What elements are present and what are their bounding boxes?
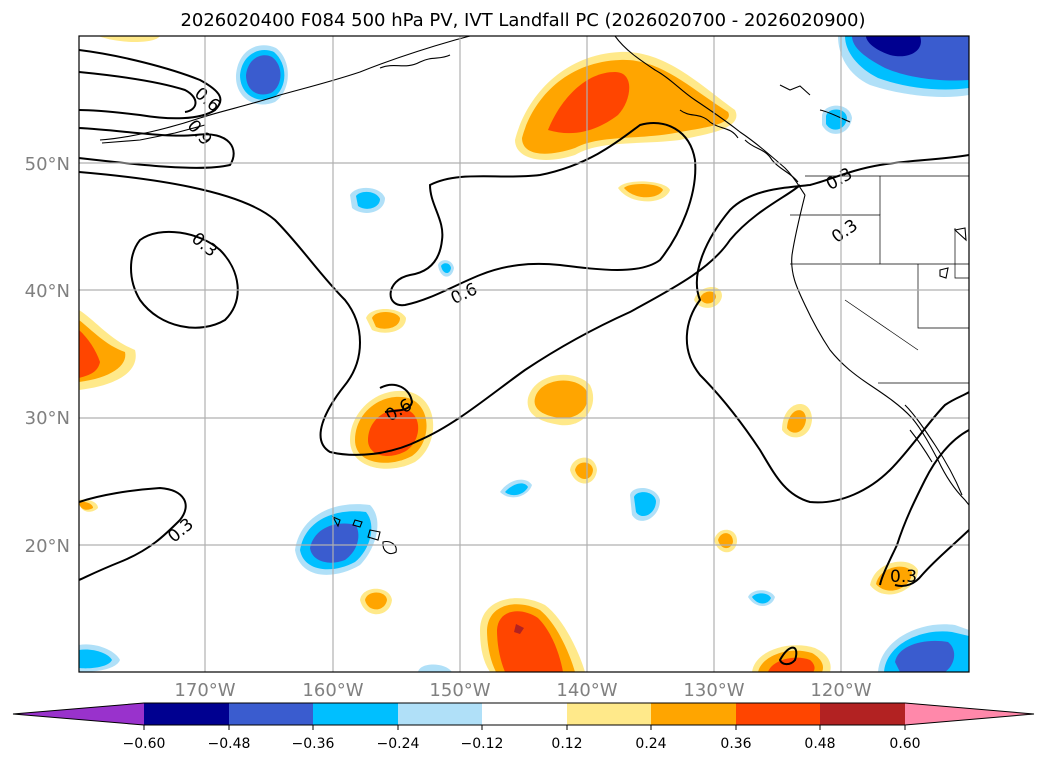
- contour-line: [79, 127, 235, 169]
- contour-line: [130, 230, 239, 329]
- colorbar-tick-label: 0.60: [889, 736, 920, 752]
- negative-anomaly-hawaii: [310, 523, 359, 563]
- negative-anomaly: [634, 492, 656, 517]
- map-panel: 0.6 0.9 0.3 0.6 0.6 0.3 0.3 0.3 0.3: [78, 35, 970, 673]
- lat-label-50n: 50°N: [25, 154, 70, 175]
- colorbar-tick-label: 0.24: [635, 736, 666, 752]
- positive-anomaly: [718, 533, 733, 549]
- positive-anomaly: [79, 501, 93, 510]
- colorbar-bin: [313, 703, 398, 725]
- negative-anomaly: [418, 664, 452, 672]
- colorbar-tick-label: 0.48: [804, 736, 835, 752]
- contour-line: [685, 154, 969, 504]
- colorbar-over-triangle: [905, 703, 1034, 725]
- positive-anomaly-gulf-alaska: [548, 72, 630, 134]
- colorbar-tick-label: −0.48: [208, 736, 251, 752]
- lon-label-120w: 120°W: [810, 680, 871, 701]
- graticule: [79, 36, 969, 672]
- colorbar-ticks: [143, 725, 906, 730]
- negative-anomaly: [441, 263, 451, 274]
- pv-contours: [79, 49, 969, 666]
- colorbar-bin: [820, 703, 905, 725]
- contour-line: [379, 383, 414, 413]
- colorbar-bin: [144, 703, 229, 725]
- colorbar: −0.60 −0.48 −0.36 −0.24 −0.12 0.12 0.24 …: [12, 702, 1035, 752]
- contour-line: [894, 529, 969, 587]
- colorbar-under-triangle: [13, 703, 144, 725]
- negative-anomaly: [826, 109, 847, 130]
- lon-label-170w: 170°W: [174, 680, 235, 701]
- lat-label-40n: 40°N: [25, 281, 70, 302]
- contour-line: [778, 646, 798, 666]
- lon-label-160w: 160°W: [302, 680, 363, 701]
- colorbar-tick-label: −0.24: [377, 736, 420, 752]
- latitude-labels: 50°N 40°N 30°N 20°N: [25, 154, 70, 557]
- negative-anomaly-southeast: [895, 640, 955, 672]
- positive-anomaly-tropical: [497, 611, 563, 672]
- figure-title: 2026020400 F084 500 hPa PV, IVT Landfall…: [180, 10, 865, 31]
- positive-anomaly: [372, 312, 400, 329]
- positive-anomaly: [365, 592, 387, 610]
- colorbar-bin: [651, 703, 736, 725]
- contour-line: [79, 171, 421, 456]
- contour-line: [419, 184, 801, 441]
- map-frame: [78, 35, 970, 673]
- positive-anomaly: [534, 380, 588, 419]
- colorbar-bin: [229, 703, 313, 725]
- positive-anomaly-subtropical: [368, 408, 419, 456]
- positive-anomaly: [787, 410, 806, 433]
- colorbar-tick-label: −0.60: [123, 736, 166, 752]
- contour-line: [389, 122, 697, 307]
- positive-anomaly: [624, 184, 663, 198]
- contour-line: [79, 71, 197, 113]
- positive-anomaly-west: [79, 330, 100, 378]
- lon-label-150w: 150°W: [429, 680, 490, 701]
- negative-anomaly: [79, 649, 112, 669]
- negative-anomaly: [752, 593, 771, 604]
- positive-anomaly: [98, 36, 160, 42]
- colorbar-tick-label: 0.36: [720, 736, 751, 752]
- negative-anomaly: [356, 191, 380, 209]
- positive-anomaly: [575, 462, 593, 479]
- contour-line: [79, 486, 187, 581]
- colorbar-tick-label: 0.12: [551, 736, 582, 752]
- longitude-labels: 170°W 160°W 150°W 140°W 130°W 120°W: [174, 680, 871, 701]
- lon-label-140w: 140°W: [556, 680, 617, 701]
- lat-label-30n: 30°N: [25, 408, 70, 429]
- lat-label-20n: 20°N: [25, 536, 70, 557]
- lon-label-130w: 130°W: [683, 680, 744, 701]
- contour-line: [879, 429, 969, 586]
- contour-label: 0.3: [890, 567, 917, 587]
- negative-anomaly: [505, 483, 528, 496]
- colorbar-bin: [736, 703, 820, 725]
- positive-anomaly-tropical: [514, 624, 524, 634]
- positive-anomaly: [700, 291, 716, 304]
- colorbar-bin: [482, 703, 567, 725]
- colorbar-bin: [567, 703, 651, 725]
- contour-line: [79, 49, 222, 120]
- negative-anomaly-northeast: [866, 36, 921, 57]
- colorbar-tick-label: −0.12: [461, 736, 504, 752]
- state-borders: [790, 150, 969, 384]
- negative-anomaly-bering: [246, 55, 281, 95]
- colorbar-tick-label: −0.36: [292, 736, 335, 752]
- colorbar-bin: [398, 703, 482, 725]
